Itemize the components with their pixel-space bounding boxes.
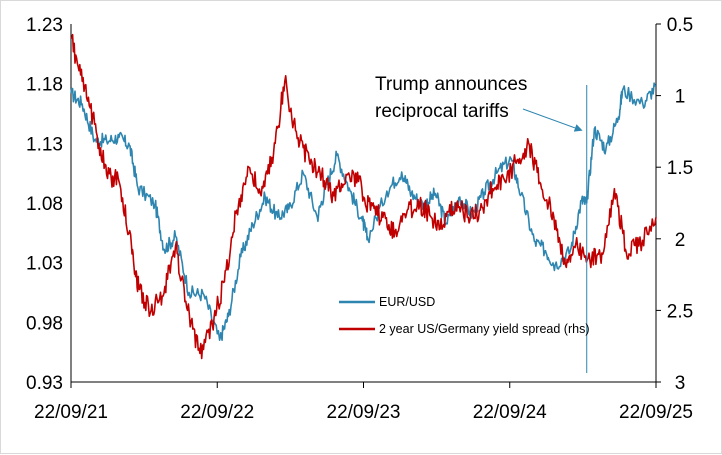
x-tick-label: 22/09/25 bbox=[619, 402, 693, 423]
left-tick-label: 1.03 bbox=[26, 254, 63, 275]
annotation-text-line2: reciprocal tariffs bbox=[375, 101, 509, 122]
legend-label-eurusd: EUR/USD bbox=[379, 295, 435, 309]
left-tick-label: 0.98 bbox=[26, 313, 63, 334]
right-tick-label: 3 bbox=[675, 373, 686, 394]
annotation: Trump announces reciprocal tariffs bbox=[375, 74, 588, 373]
eurusd-line bbox=[70, 82, 656, 342]
legend: EUR/USD 2 year US/Germany yield spread (… bbox=[339, 295, 590, 336]
left-tick-label: 1.23 bbox=[26, 15, 63, 36]
x-tick-label: 22/09/23 bbox=[327, 402, 401, 423]
x-axis-ticks: 22/09/21 22/09/22 22/09/23 22/09/24 22/09/25 bbox=[34, 382, 693, 423]
annotation-arrow bbox=[522, 108, 583, 132]
right-tick-label: 1 bbox=[675, 87, 686, 108]
legend-label-yield-spread: 2 year US/Germany yield spread (rhs) bbox=[379, 322, 590, 336]
right-tick-label: 2.5 bbox=[667, 301, 693, 322]
left-tick-label: 1.18 bbox=[26, 75, 63, 96]
left-axis-ticks: 1.23 1.18 1.13 1.08 1.03 0.98 0.93 bbox=[26, 15, 63, 394]
right-tick-label: 0.5 bbox=[667, 15, 693, 36]
left-tick-label: 1.13 bbox=[26, 134, 63, 155]
x-tick-label: 22/09/22 bbox=[180, 402, 254, 423]
right-tick-label: 2 bbox=[675, 230, 686, 251]
left-tick-label: 1.08 bbox=[26, 194, 63, 215]
annotation-text-line1: Trump announces bbox=[375, 74, 527, 95]
yield-spread-line bbox=[70, 33, 657, 360]
series-group bbox=[70, 33, 657, 360]
right-axis-ticks: 0.5 1 1.5 2 2.5 3 bbox=[656, 15, 693, 394]
right-tick-label: 1.5 bbox=[667, 158, 693, 179]
left-tick-label: 0.93 bbox=[26, 373, 63, 394]
x-tick-label: 22/09/24 bbox=[473, 402, 547, 423]
x-tick-label: 22/09/21 bbox=[34, 402, 108, 423]
